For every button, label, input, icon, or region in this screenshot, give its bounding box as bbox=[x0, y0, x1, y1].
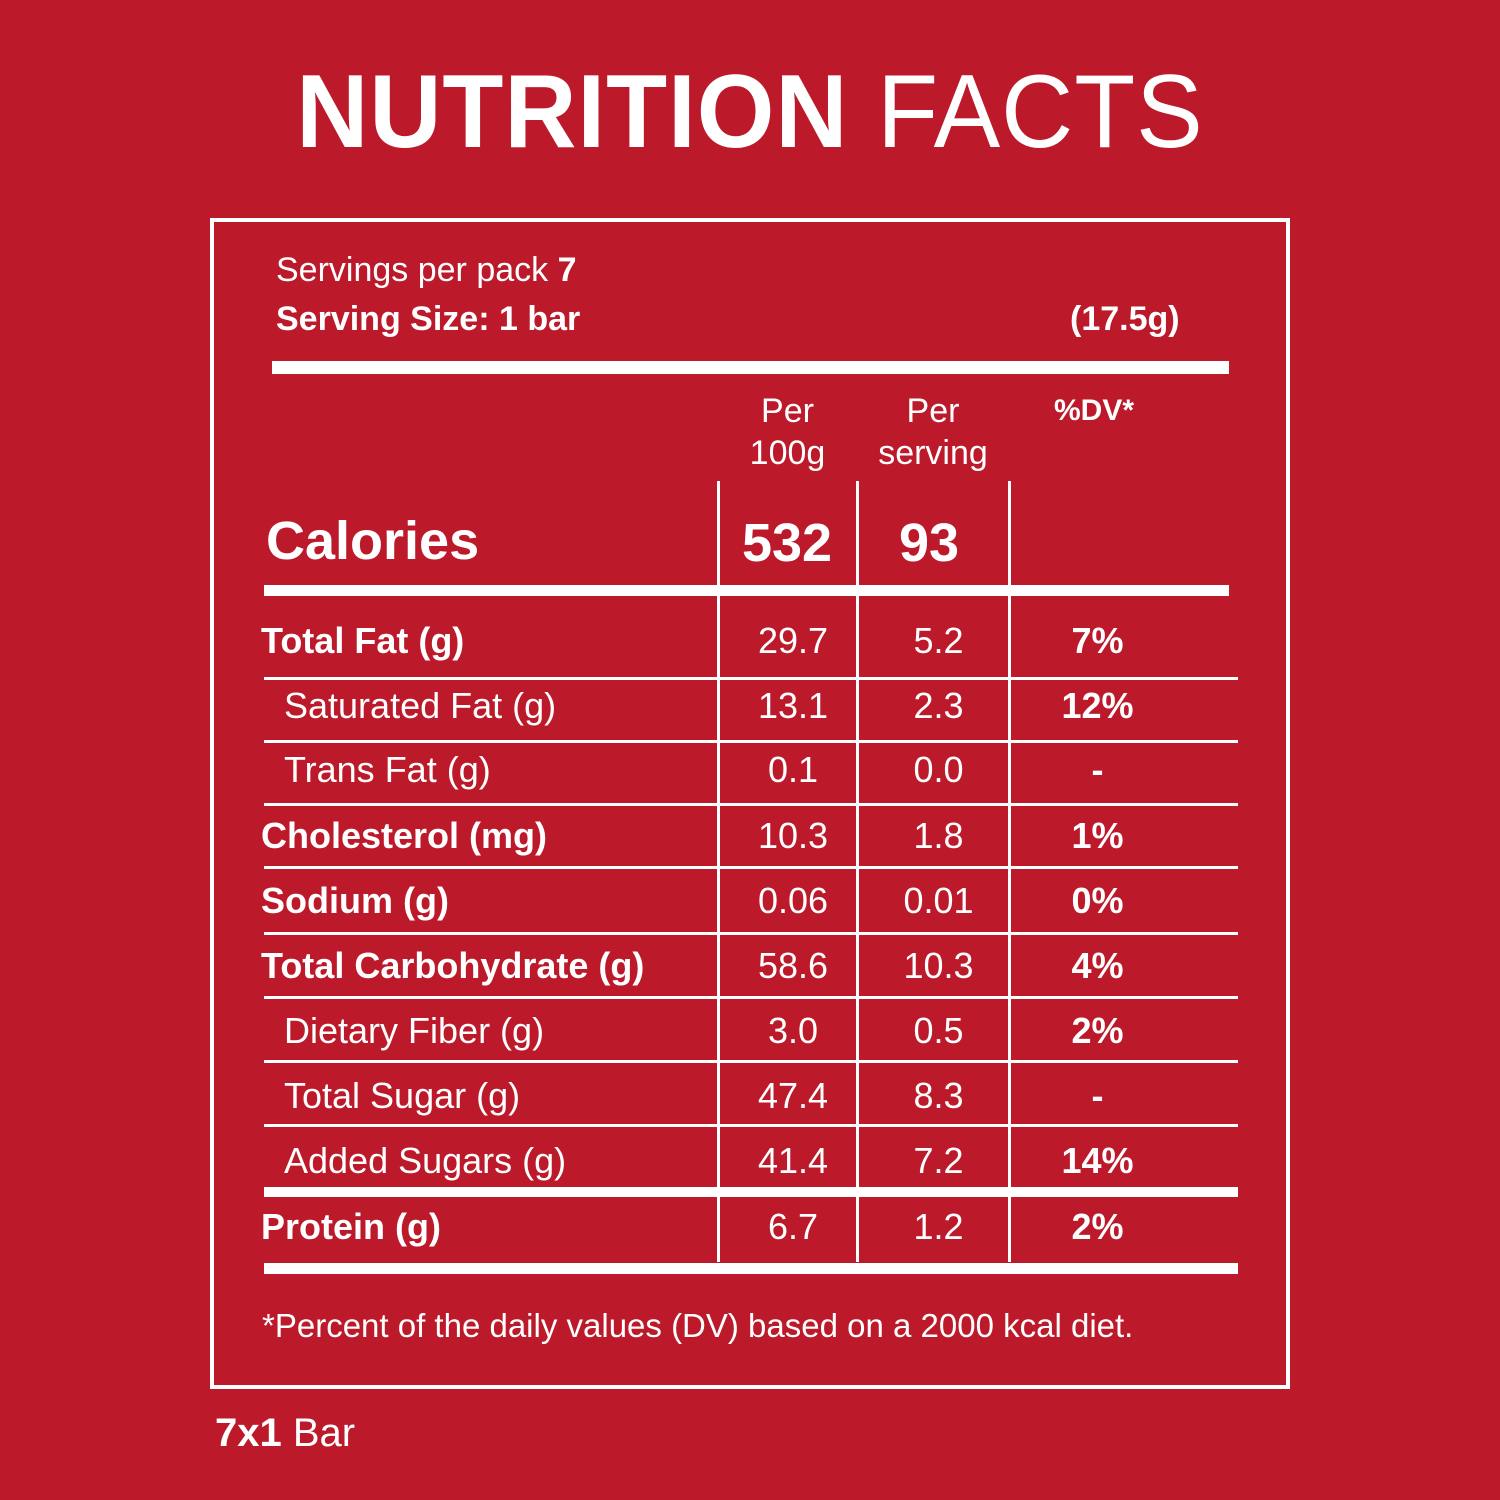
col-per100-line2: 100g bbox=[749, 434, 826, 472]
cell-per-100g: 0.1 bbox=[767, 749, 819, 790]
row-label: Cholesterol (mg) bbox=[261, 815, 548, 856]
pack-count: 7x1 bbox=[215, 1411, 282, 1455]
cell-dv: 14% bbox=[1061, 1140, 1134, 1181]
row-divider bbox=[264, 803, 1238, 806]
row-divider bbox=[264, 932, 1238, 935]
cell-dv: - bbox=[1091, 1075, 1104, 1116]
row-label: Saturated Fat (g) bbox=[284, 685, 557, 726]
servings-per-pack: Servings per pack 7 bbox=[276, 250, 577, 290]
cell-dv: 2% bbox=[1071, 1206, 1124, 1247]
cell-per-100g: 13.1 bbox=[757, 685, 829, 726]
cell-per-serving: 0.0 bbox=[913, 749, 964, 790]
row-label: Total Sugar (g) bbox=[284, 1075, 521, 1116]
divider-thick-protein bbox=[264, 1187, 1238, 1197]
cell-dv: - bbox=[1091, 749, 1104, 790]
column-header-per-100g: Per 100g bbox=[718, 390, 857, 474]
row-divider bbox=[264, 1060, 1238, 1063]
row-label: Total Carbohydrate (g) bbox=[261, 945, 645, 986]
cell-per-serving: 8.3 bbox=[913, 1075, 964, 1116]
row-label: Added Sugars (g) bbox=[284, 1140, 567, 1181]
column-divider-3 bbox=[1008, 481, 1011, 1262]
cell-per-100g: 6.7 bbox=[767, 1206, 819, 1247]
cell-per-100g: 10.3 bbox=[757, 815, 829, 856]
servings-per-pack-value: 7 bbox=[557, 251, 577, 289]
row-divider bbox=[264, 740, 1238, 743]
pack-unit: Bar bbox=[292, 1411, 356, 1455]
cell-per-serving: 1.2 bbox=[913, 1206, 964, 1247]
column-header-per-serving: Per serving bbox=[857, 390, 1009, 474]
cell-per-serving: 5.2 bbox=[913, 620, 964, 661]
column-divider-2 bbox=[856, 481, 859, 1262]
column-divider-1 bbox=[717, 481, 720, 1262]
row-label: Protein (g) bbox=[261, 1206, 441, 1247]
cell-dv: 0% bbox=[1071, 880, 1124, 921]
calories-per-serving: 93 bbox=[898, 513, 960, 573]
title-bold: NUTRITION bbox=[296, 54, 849, 170]
servings-per-pack-label: Servings per pack bbox=[276, 251, 549, 289]
title-light: FACTS bbox=[877, 54, 1204, 170]
row-divider bbox=[264, 866, 1238, 869]
nutrition-panel bbox=[210, 218, 1290, 1389]
cell-per-serving: 1.8 bbox=[913, 815, 964, 856]
cell-per-serving: 0.01 bbox=[903, 880, 974, 921]
row-divider bbox=[264, 996, 1238, 999]
row-divider bbox=[264, 1124, 1238, 1127]
row-label: Total Fat (g) bbox=[261, 620, 465, 661]
pack-label: 7x1 Bar bbox=[215, 1410, 355, 1456]
divider-thick-calories bbox=[264, 585, 1229, 596]
serving-size: Serving Size: 1 bar bbox=[276, 300, 581, 338]
divider-thick-top bbox=[272, 361, 1229, 374]
row-label: Dietary Fiber (g) bbox=[284, 1010, 545, 1051]
column-header-dv: %DV* bbox=[1053, 394, 1135, 427]
cell-per-serving: 10.3 bbox=[903, 945, 974, 986]
cell-dv: 1% bbox=[1071, 815, 1124, 856]
row-label: Trans Fat (g) bbox=[284, 749, 491, 790]
cell-per-100g: 0.06 bbox=[757, 880, 829, 921]
cell-dv: 4% bbox=[1071, 945, 1124, 986]
col-per100-line1: Per bbox=[761, 392, 814, 430]
cell-per-100g: 3.0 bbox=[767, 1010, 819, 1051]
cell-per-100g: 58.6 bbox=[757, 945, 829, 986]
cell-dv: 2% bbox=[1071, 1010, 1124, 1051]
cell-per-100g: 47.4 bbox=[757, 1075, 829, 1116]
calories-per-100g: 532 bbox=[741, 513, 833, 573]
page-title: NUTRITION FACTS bbox=[30, 52, 1470, 172]
divider-thick-bottom bbox=[264, 1263, 1238, 1274]
cell-per-100g: 41.4 bbox=[757, 1140, 829, 1181]
cell-per-100g: 29.7 bbox=[757, 620, 829, 661]
row-label: Sodium (g) bbox=[261, 880, 449, 921]
cell-dv: 7% bbox=[1071, 620, 1124, 661]
row-divider bbox=[264, 677, 1238, 680]
cell-per-serving: 7.2 bbox=[913, 1140, 964, 1181]
calories-label: Calories bbox=[266, 511, 480, 571]
col-serving-line1: Per bbox=[906, 392, 960, 430]
cell-per-serving: 0.5 bbox=[913, 1010, 964, 1051]
col-serving-line2: serving bbox=[878, 434, 988, 472]
footnote: *Percent of the daily values (DV) based … bbox=[262, 1307, 1134, 1344]
serving-weight: (17.5g) bbox=[1070, 300, 1180, 338]
cell-per-serving: 2.3 bbox=[913, 685, 964, 726]
cell-dv: 12% bbox=[1061, 685, 1134, 726]
